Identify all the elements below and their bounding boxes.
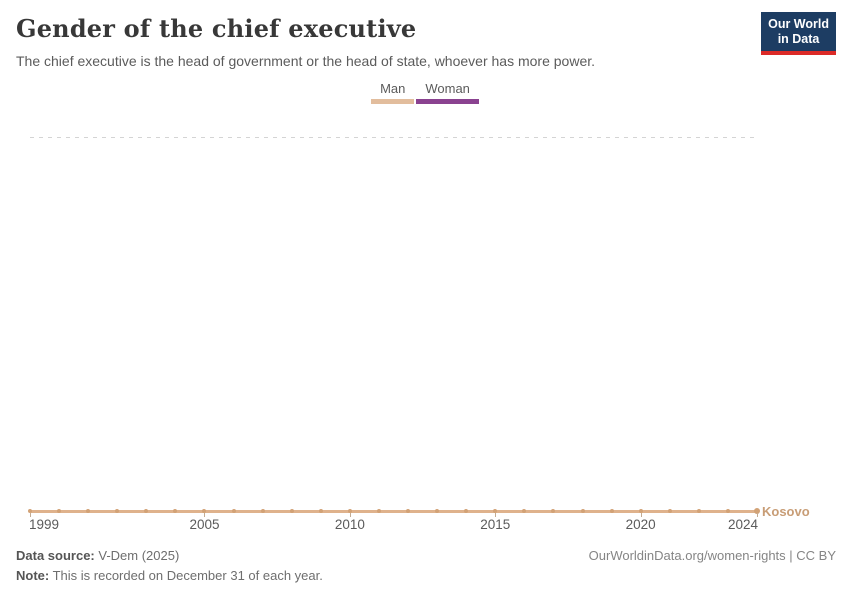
series-line-kosovo bbox=[30, 510, 757, 513]
data-point bbox=[754, 508, 760, 514]
x-axis-label: 1999 bbox=[28, 517, 60, 532]
page-title: Gender of the chief executive bbox=[16, 14, 417, 43]
data-point bbox=[580, 509, 585, 513]
data-point bbox=[28, 509, 32, 513]
data-point bbox=[318, 509, 323, 513]
legend-swatch-man bbox=[371, 99, 415, 104]
data-source-value: V-Dem (2025) bbox=[94, 548, 180, 563]
legend: Man Woman bbox=[0, 81, 850, 104]
data-point bbox=[696, 509, 701, 513]
data-point bbox=[173, 509, 178, 513]
x-axis-label: 2015 bbox=[480, 517, 511, 532]
data-point bbox=[725, 509, 730, 513]
data-point bbox=[464, 509, 469, 513]
data-point bbox=[289, 509, 294, 513]
data-point bbox=[115, 509, 120, 513]
entity-label-kosovo[interactable]: Kosovo bbox=[762, 504, 810, 519]
data-point bbox=[609, 509, 614, 513]
data-point bbox=[144, 509, 149, 513]
data-point bbox=[260, 509, 265, 513]
legend-swatch-woman bbox=[416, 99, 479, 104]
x-axis-label: 2010 bbox=[334, 517, 365, 532]
data-point bbox=[435, 509, 440, 513]
data-point bbox=[522, 509, 527, 513]
legend-item-woman[interactable]: Woman bbox=[416, 81, 479, 104]
data-point bbox=[231, 509, 236, 513]
data-point bbox=[638, 509, 643, 513]
gridline-y1 bbox=[30, 137, 757, 138]
x-axis-label: 2005 bbox=[189, 517, 220, 532]
data-point bbox=[347, 509, 352, 513]
data-point bbox=[493, 509, 498, 513]
x-axis-tick bbox=[640, 513, 642, 517]
data-point bbox=[202, 509, 207, 513]
note-value: This is recorded on December 31 of each … bbox=[49, 568, 323, 583]
data-source-line: Data source: V-Dem (2025) bbox=[16, 548, 179, 563]
x-axis-label: 2024 bbox=[727, 517, 759, 532]
data-point bbox=[406, 509, 411, 513]
data-point bbox=[57, 509, 62, 513]
legend-label-man: Man bbox=[380, 81, 406, 96]
owid-logo-line1: Our World bbox=[768, 17, 829, 31]
note-line: Note: This is recorded on December 31 of… bbox=[16, 568, 323, 583]
data-point bbox=[551, 509, 556, 513]
data-point bbox=[376, 509, 381, 513]
x-axis-tick bbox=[30, 513, 31, 517]
owid-url-link[interactable]: OurWorldinData.org/women-rights | CC BY bbox=[588, 548, 836, 563]
data-point bbox=[86, 509, 91, 513]
x-axis-label: 2020 bbox=[625, 517, 656, 532]
owid-logo-line2: in Data bbox=[777, 31, 820, 46]
owid-logo[interactable]: Our World in Data bbox=[761, 12, 836, 55]
data-source-label: Data source: bbox=[16, 548, 95, 563]
x-axis-tick bbox=[204, 513, 206, 517]
x-axis-tick bbox=[349, 513, 351, 517]
note-label: Note: bbox=[16, 568, 50, 583]
legend-label-woman: Woman bbox=[425, 81, 470, 96]
x-axis-tick bbox=[757, 513, 758, 517]
legend-item-man[interactable]: Man bbox=[371, 81, 415, 104]
x-axis-tick bbox=[495, 513, 497, 517]
chart-subtitle: The chief executive is the head of gover… bbox=[16, 53, 596, 69]
data-point bbox=[667, 509, 672, 513]
